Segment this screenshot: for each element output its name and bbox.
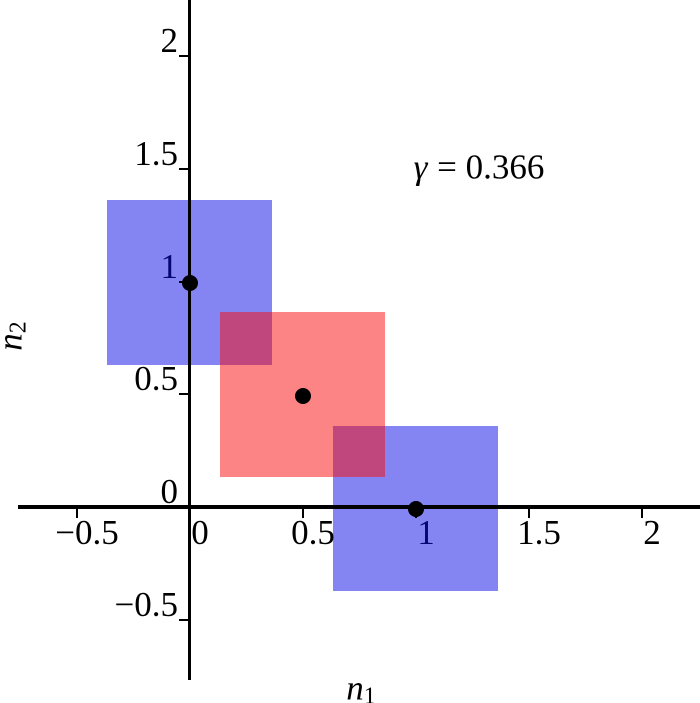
x-tick-1p5 [527,507,531,518]
y-tick-label-neg0p5: −0.5 [114,585,179,624]
y-tick-0p5 [178,392,190,396]
y-tick-label-0: 0 [160,472,179,511]
y-tick-label-2: 2 [160,21,179,60]
x-tick-0p5 [301,507,305,518]
data-point-0p5-0p5 [295,387,311,404]
x-tick-neg0p5 [75,507,79,518]
y-tick-neg0p5 [178,618,190,622]
x-axis-title: n1 [346,671,375,703]
gamma-annotation: γ = 0.366 [414,150,545,185]
y-axis-line [187,0,192,680]
y-tick-label-1p5: 1.5 [134,134,178,173]
data-point-0-1 [181,274,198,291]
y-tick-1p5 [178,167,190,171]
y-tick-2 [178,54,190,58]
y-axis-title-var: n [0,333,30,351]
x-tick-label-neg0p5: −0.5 [55,513,119,552]
gamma-symbol: γ [413,147,428,187]
x-tick-label-1p5: 1.5 [517,513,561,552]
y-axis-title-subscript: 2 [5,321,32,334]
x-tick-label-0p5: 0.5 [291,513,335,552]
gamma-value: = 0.366 [437,147,545,187]
x-axis-title-subscript: 1 [363,683,376,703]
data-point-1-0 [408,501,424,517]
x-tick-label-2: 2 [643,513,661,552]
y-tick-label-0p5: 0.5 [134,359,178,398]
y-axis-title: n2 [0,321,32,351]
x-tick-label-0: 0 [191,513,209,552]
x-tick-2 [640,507,644,518]
x-axis-title-var: n [346,668,364,703]
x-axis-line [18,505,700,509]
